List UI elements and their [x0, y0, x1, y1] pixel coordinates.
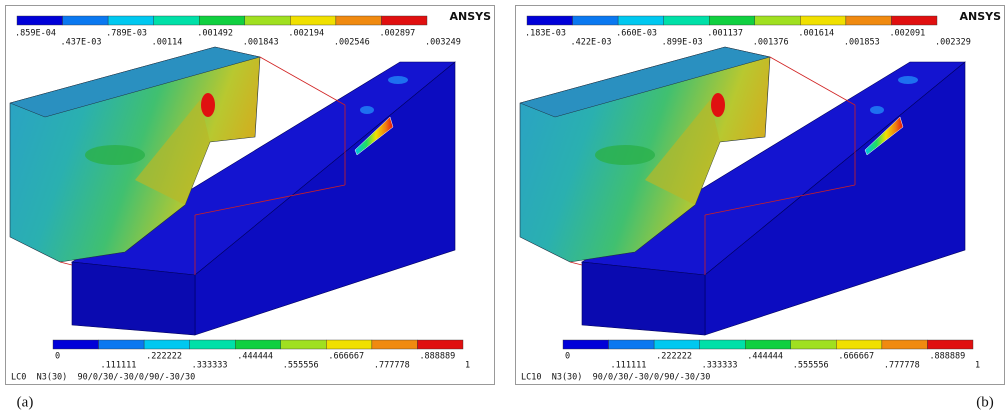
result-legend-label: .001376 [753, 38, 789, 48]
legend-swatch [791, 340, 837, 349]
stress-hotspot [711, 93, 725, 117]
stress-zone [595, 145, 655, 165]
result-legend-label: .001137 [707, 29, 743, 39]
layer-legend-label: 1 [465, 361, 470, 371]
legend-swatch [199, 16, 245, 25]
beam-spot [898, 76, 918, 84]
result-legend-label: .437E-03 [61, 38, 102, 48]
legend-swatch [618, 16, 664, 25]
legend-swatch [290, 16, 336, 25]
legend-swatch [745, 340, 791, 349]
legend-swatch [17, 16, 63, 25]
layer-legend-label: .222222 [146, 352, 182, 362]
result-legend-label: .002546 [334, 38, 370, 48]
legend-swatch [609, 340, 655, 349]
logo: ANSYS [449, 10, 491, 23]
caption: (b) [976, 394, 994, 410]
legend-swatch [709, 16, 755, 25]
panel: .859E-04 .437E-03 .789E-03 .00114 .001492 .00… [6, 6, 495, 385]
legend-swatch [245, 16, 291, 25]
legend-swatch [563, 340, 609, 349]
result-legend-label: .002329 [935, 38, 971, 48]
figure: .859E-04 .437E-03 .789E-03 .00114 .001492 .00… [0, 0, 1008, 417]
panel: .183E-03 .422E-03 .660E-03 .899E-03 .001137.… [516, 6, 1005, 385]
beam-end [582, 262, 705, 335]
legend-swatch [144, 340, 190, 349]
legend-swatch [573, 16, 619, 25]
legend-swatch [326, 340, 372, 349]
legend-swatch [927, 340, 973, 349]
legend-swatch [99, 340, 145, 349]
legend-swatch [891, 16, 937, 25]
beam-spot [360, 106, 374, 114]
result-legend-label: .660E-03 [616, 29, 657, 39]
legend-swatch [882, 340, 928, 349]
legend-swatch [846, 16, 892, 25]
layer-legend-label: .333333 [192, 361, 228, 371]
legend-swatch [381, 16, 427, 25]
legend-swatch [527, 16, 573, 25]
result-legend-label: .789E-03 [106, 29, 147, 39]
legend-swatch [154, 16, 200, 25]
layer-legend-label: .111111 [611, 361, 647, 371]
legend-swatch [336, 16, 382, 25]
legend-swatch [281, 340, 327, 349]
layer-legend-label: 1 [975, 361, 980, 371]
layer-legend-label: .555556 [283, 361, 319, 371]
caption: (a) [17, 394, 34, 410]
layer-legend-label: .666667 [838, 352, 874, 362]
layer-legend-label: .777778 [884, 361, 920, 371]
beam-spot [870, 106, 884, 114]
layer-legend-label: .222222 [656, 352, 692, 362]
logo: ANSYS [959, 10, 1001, 23]
layer-legend-label: 0 [565, 352, 570, 362]
result-legend-label: .001614 [798, 29, 834, 39]
beam-spot [388, 76, 408, 84]
result-legend-label: .859E-04 [15, 29, 56, 39]
result-legend-label: .002897 [379, 29, 415, 39]
legend-swatch [53, 340, 99, 349]
footer: LC10 N3(30) 90/0/30/-30/0/90/-30/30 [521, 373, 710, 383]
layer-legend-label: .444444 [747, 352, 783, 362]
legend-swatch [836, 340, 882, 349]
result-legend-label: .899E-03 [662, 38, 703, 48]
layer-legend-label: .555556 [793, 361, 829, 371]
beam-end [72, 262, 195, 335]
legend-swatch [800, 16, 846, 25]
stress-hotspot [201, 93, 215, 117]
result-legend-label: .422E-03 [571, 38, 612, 48]
legend-swatch [372, 340, 418, 349]
result-legend-label: .001843 [243, 38, 279, 48]
legend-swatch [664, 16, 710, 25]
page: .859E-04 .437E-03 .789E-03 .00114 .001492 .00… [0, 0, 1008, 417]
layer-legend-label: .333333 [702, 361, 738, 371]
legend-swatch [190, 340, 236, 349]
result-legend-label: .001492 [197, 29, 233, 39]
layer-legend-label: .666667 [328, 352, 364, 362]
result-legend-label: .183E-03 [525, 29, 566, 39]
legend-swatch [700, 340, 746, 349]
result-legend-label: .003249 [425, 38, 461, 48]
legend-swatch [235, 340, 281, 349]
result-legend-label: .001853 [844, 38, 880, 48]
legend-swatch [417, 340, 463, 349]
layer-legend-label: .777778 [374, 361, 410, 371]
layer-legend-label: .888889 [929, 352, 965, 362]
layer-legend-label: .444444 [237, 352, 273, 362]
legend-swatch [108, 16, 154, 25]
legend-swatch [755, 16, 801, 25]
result-legend-label: .002194 [288, 29, 324, 39]
stress-zone [85, 145, 145, 165]
layer-legend-label: .111111 [101, 361, 137, 371]
result-legend-label: .00114 [152, 38, 183, 48]
legend-swatch [63, 16, 109, 25]
layer-legend-label: .888889 [419, 352, 455, 362]
result-legend-label: .002091 [889, 29, 925, 39]
layer-legend-label: 0 [55, 352, 60, 362]
footer: LC0 N3(30) 90/0/30/-30/0/90/-30/30 [11, 373, 195, 383]
legend-swatch [654, 340, 700, 349]
